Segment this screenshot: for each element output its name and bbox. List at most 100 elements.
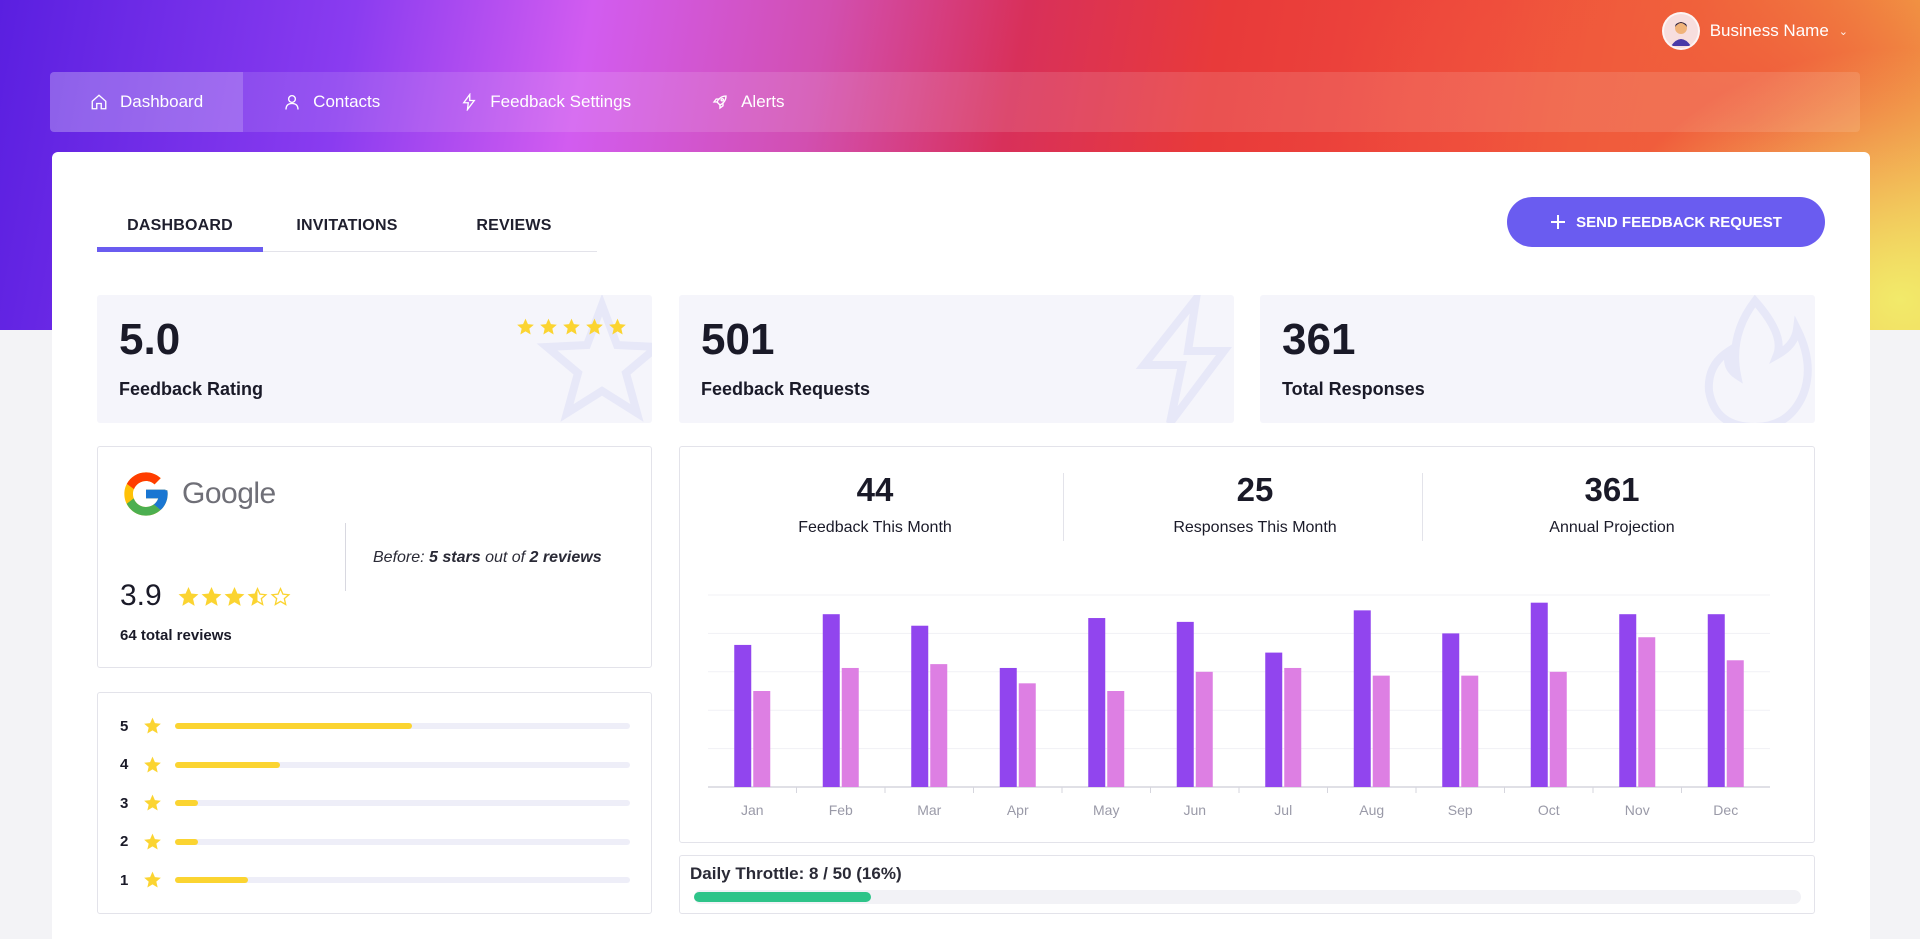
google-rating-value: 3.9 [120,579,162,612]
bar-feb-series-1[interactable] [822,614,840,787]
star-icon [178,587,199,606]
star-half-icon [247,587,268,606]
google-review-card: Google Before: 5 stars out of 2 reviews … [97,446,652,668]
rating-bar-fill [175,877,248,883]
x-tick-label: Feb [829,802,853,818]
business-name[interactable]: Business Name [1709,21,1829,40]
rating-bar-fill [175,723,412,729]
star-watermark-icon [536,295,652,422]
bar-may-series-2[interactable] [1107,691,1125,787]
star-icon [517,318,534,335]
tab-bar: DASHBOARD INVITATIONS REVIEWS [97,200,597,252]
metric-label: Responses This Month [1173,519,1337,536]
google-wordmark: Google [182,477,276,510]
nav-feedback-settings[interactable]: Feedback Settings [420,72,671,132]
rating-bar-fill [175,838,198,845]
rating-row-2: 2 [120,831,630,853]
bar-mar-series-2[interactable] [930,664,948,787]
user-avatar-icon [1670,22,1691,46]
bar-aug-series-2[interactable] [1372,675,1390,787]
star-icon [144,717,161,734]
plus-icon [1551,215,1566,229]
nav-label: Dashboard [120,92,204,111]
metric-value: 25 [1236,471,1274,508]
bar-dec-series-2[interactable] [1726,660,1744,787]
bar-jun-series-2[interactable] [1195,671,1213,787]
send-feedback-request-button[interactable]: SEND FEEDBACK REQUEST [1507,197,1825,247]
rating-row-5: 5 [120,715,630,737]
bar-sep-series-2[interactable] [1461,675,1479,787]
flame-watermark-icon [1704,295,1812,423]
stat-label: Feedback Rating [119,379,264,399]
google-g-icon [124,472,168,516]
nav-label: Contacts [313,92,381,111]
rating-bar-fill [175,800,198,806]
before-reviews: 2 reviews [529,549,602,566]
x-tick-label: Mar [917,802,941,818]
bar-nov-series-2[interactable] [1638,637,1656,787]
before-stars: 5 stars [429,549,481,566]
bar-jul-series-1[interactable] [1265,652,1283,787]
star-outline-icon [270,587,291,606]
bar-mar-series-1[interactable] [911,625,929,787]
nav-dashboard[interactable]: Dashboard [50,72,244,132]
google-total-reviews: 64 total reviews [120,627,232,644]
bar-apr-series-1[interactable] [999,667,1017,787]
send-button-label: SEND FEEDBACK REQUEST [1576,213,1782,231]
stat-total-responses: 361 Total Responses [1260,295,1815,423]
throttle-label: Daily Throttle: 8 / 50 (16%) [690,864,902,883]
rating-row-star-count: 1 [120,871,129,889]
before-mid: out of [480,549,530,566]
avatar[interactable] [1661,12,1700,50]
metric-value: 44 [856,471,894,508]
metric-annual-projection: 361 Annual Projection [1432,471,1792,537]
chevron-down-icon[interactable]: ⌄ [1838,25,1848,38]
stat-value: 5.0 [119,315,181,364]
star-icon [201,587,222,606]
monthly-chart-card: 44 Feedback This Month 25 Responses This… [679,446,1815,843]
bar-dec-series-1[interactable] [1707,614,1725,787]
nav-alerts[interactable]: Alerts [671,72,824,132]
rating-row-star-count: 2 [120,833,129,850]
star-icon [144,833,161,849]
bar-may-series-1[interactable] [1088,618,1106,787]
bar-jul-series-2[interactable] [1284,667,1302,787]
rating-row-star-count: 4 [120,756,129,773]
rating-row-star-count: 3 [120,794,129,812]
nav-label: Feedback Settings [490,92,632,111]
rating-row-3: 3 [120,792,630,814]
star-icon [563,318,580,335]
tab-dashboard[interactable]: DASHBOARD [97,200,263,252]
rating-row-1: 1 [120,869,630,891]
bar-jan-series-1[interactable] [734,644,752,787]
bar-aug-series-1[interactable] [1353,610,1371,787]
rating-bar-track [175,723,630,729]
metric-responses-this-month: 25 Responses This Month [1075,471,1435,537]
nav-contacts[interactable]: Contacts [243,72,420,132]
x-tick-label: Jan [741,802,764,818]
rating-row-4: 4 [120,754,630,776]
x-tick-label: Jul [1274,802,1292,818]
bar-oct-series-2[interactable] [1549,671,1567,787]
bar-jan-series-2[interactable] [753,691,771,787]
bar-nov-series-1[interactable] [1619,614,1637,787]
main-nav: Dashboard Contacts Feedback Settings Ale… [50,72,1860,132]
bar-feb-series-2[interactable] [841,667,859,787]
divider [1063,473,1064,541]
tab-invitations[interactable]: INVITATIONS [296,217,398,234]
star-icon [609,318,626,335]
x-tick-label: Nov [1625,802,1650,818]
google-logo: Google [120,467,276,521]
bar-apr-series-2[interactable] [1018,683,1036,787]
rating-bar-track [175,800,630,806]
star-icon [540,318,557,335]
bar-jun-series-1[interactable] [1176,621,1194,787]
bar-sep-series-1[interactable] [1442,633,1460,787]
five-star-rating [515,317,628,337]
business-menu[interactable]: Business Name ⌄ [1661,12,1848,50]
home-icon [91,94,107,110]
user-icon [285,94,299,110]
bar-oct-series-1[interactable] [1530,602,1548,787]
tab-reviews[interactable]: REVIEWS [476,217,552,234]
star-icon [144,794,161,811]
